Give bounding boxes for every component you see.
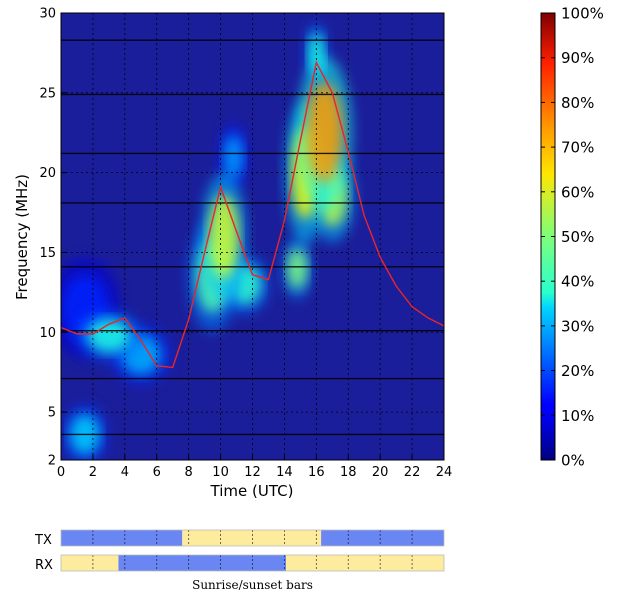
y-tick-label: 15	[39, 246, 56, 261]
rx-label: RX	[35, 558, 53, 573]
heat-blob	[287, 248, 308, 289]
colorbar: 0% 10% 20% 30% 40% 50% 60% 70% 80% 90% 100%	[540, 5, 604, 470]
colorbar-tick-label: 20%	[561, 362, 594, 380]
bar-segment-night	[118, 555, 287, 571]
y-tick-label: 5	[48, 406, 56, 421]
rx-daylight-bar	[60, 554, 445, 572]
x-tick-label: 20	[372, 465, 389, 480]
x-tick-label: 2	[89, 465, 97, 480]
y-tick-label: 25	[39, 86, 56, 101]
bar-frame	[60, 554, 445, 572]
bar-segment-day	[182, 530, 322, 546]
colorbar-tick-label: 40%	[561, 273, 594, 291]
grid-lines	[61, 13, 444, 460]
plot-background	[61, 13, 444, 460]
colorbar-tick-label: 90%	[561, 49, 594, 67]
bar-segment-day	[286, 555, 444, 571]
colorbar-tick-label: 70%	[561, 139, 594, 157]
x-axis-label: Time (UTC)	[210, 482, 294, 500]
muf-line-layer	[61, 60, 444, 369]
y-tick-label: 10	[39, 326, 56, 341]
muf-line	[61, 60, 444, 369]
x-tick-label: 14	[276, 465, 293, 480]
x-tick-label: 16	[308, 465, 325, 480]
colorbar-tick-label: 0%	[561, 452, 585, 470]
bar-frame	[60, 529, 445, 547]
x-tick-label: 12	[244, 465, 261, 480]
y-axis-label: Frequency (MHz)	[13, 174, 31, 300]
heat-blob	[208, 194, 239, 279]
heat-blob	[87, 318, 131, 353]
colorbar-tick-label: 50%	[561, 228, 594, 246]
bar-segment-night	[321, 530, 444, 546]
x-tick-label: 24	[436, 465, 453, 480]
bar-segment-day	[61, 555, 119, 571]
y-tick-label: 2	[48, 454, 56, 469]
colorbar-ticks: 0% 10% 20% 30% 40% 50% 60% 70% 80% 90% 100%	[541, 5, 604, 470]
colorbar-tick-label: 10%	[561, 407, 594, 425]
tx-daylight-bar	[60, 529, 445, 547]
heat-blob	[223, 135, 244, 179]
colorbar-tick-label: 60%	[561, 183, 594, 201]
y-tick-label: 20	[39, 166, 56, 181]
x-tick-label: 8	[185, 465, 193, 480]
tx-label: TX	[34, 533, 52, 548]
x-tick-label: 6	[153, 465, 161, 480]
x-axis-ticks: 0 2 4 6 8 10 12 14 16 18 20 22 24	[57, 465, 452, 480]
colorbar-tick-label: 80%	[561, 94, 594, 112]
colorbar-tick-label: 100%	[561, 5, 604, 23]
bars-caption: Sunrise/sunset bars	[192, 578, 313, 592]
sunrise-sunset-bars: TX RX	[34, 529, 445, 573]
x-tick-label: 0	[57, 465, 65, 480]
colorbar-tick-label: 30%	[561, 317, 594, 335]
x-tick-label: 22	[404, 465, 421, 480]
heat-blob	[306, 82, 343, 183]
bar-segment-night	[61, 530, 183, 546]
y-tick-label: 30	[39, 7, 56, 22]
x-tick-label: 10	[212, 465, 229, 480]
x-tick-label: 4	[121, 465, 129, 480]
x-tick-label: 18	[340, 465, 357, 480]
